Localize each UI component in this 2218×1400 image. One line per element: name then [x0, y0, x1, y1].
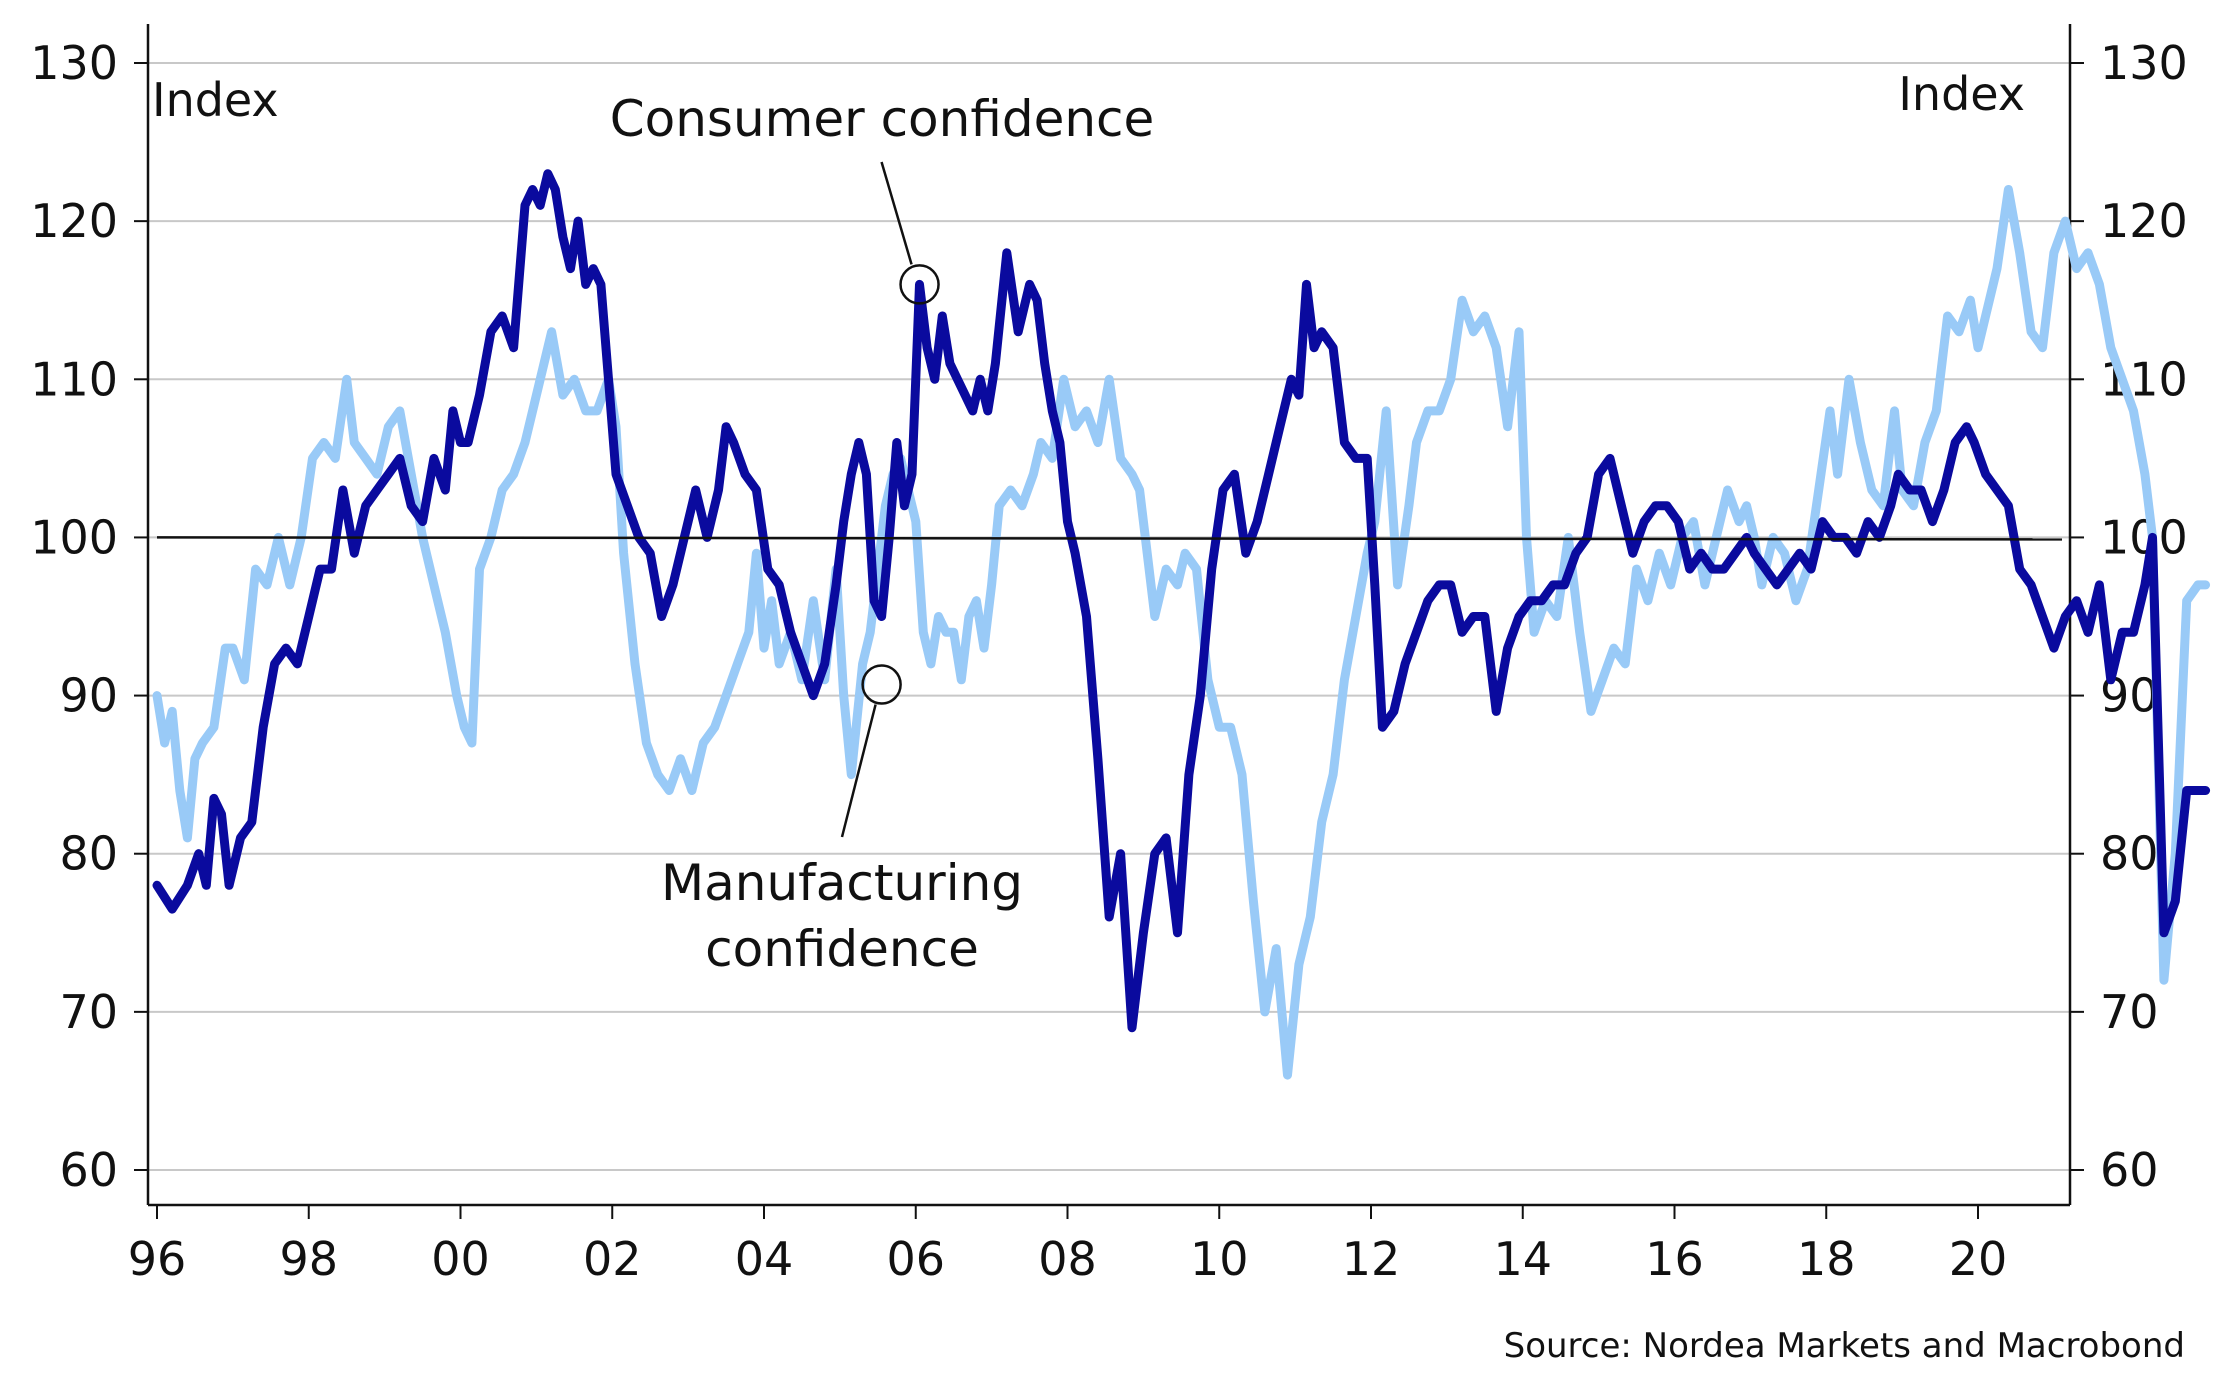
- consumer-confidence-label: Consumer confidence: [610, 90, 1155, 148]
- left-tick-label-80: 80: [59, 827, 118, 881]
- manufacturing-confidence-line: [152, 185, 2211, 1080]
- x-tick-label-00: 00: [431, 1232, 490, 1286]
- x-tick-label-04: 04: [735, 1232, 794, 1286]
- right-tick-label-80: 80: [2100, 827, 2159, 881]
- left-axis-unit-label: Index: [152, 73, 279, 127]
- right-tick-label-120: 120: [2100, 194, 2188, 248]
- left-tick-label-110: 110: [30, 352, 118, 406]
- x-tick-label-18: 18: [1797, 1232, 1856, 1286]
- x-tick-label-12: 12: [1342, 1232, 1401, 1286]
- series-layer: [152, 169, 2211, 1080]
- right-axis-unit-label: Index: [1898, 67, 2025, 121]
- x-tick-label-02: 02: [583, 1232, 642, 1286]
- consumer-confidence-line: [152, 169, 2211, 1033]
- consumer-confidence-leader: [880, 161, 913, 265]
- right-tick-label-60: 60: [2100, 1143, 2159, 1197]
- x-tick-label-20: 20: [1949, 1232, 2008, 1286]
- manufacturing-confidence-label-line1: Manufacturing: [661, 854, 1023, 912]
- x-tick-label-14: 14: [1493, 1232, 1552, 1286]
- x-tick-label-06: 06: [886, 1232, 945, 1286]
- reference-line-100: [156, 536, 2063, 541]
- left-tick-label-100: 100: [30, 510, 118, 564]
- right-tick-label-130: 130: [2100, 36, 2188, 90]
- x-tick-label-10: 10: [1190, 1232, 1249, 1286]
- gridlines: [148, 62, 2070, 1171]
- x-tick-label-98: 98: [279, 1232, 338, 1286]
- right-tick-label-100: 100: [2100, 510, 2188, 564]
- right-tick-label-70: 70: [2100, 985, 2159, 1039]
- left-tick-label-130: 130: [30, 36, 118, 90]
- x-tick-label-08: 08: [1038, 1232, 1097, 1286]
- consumer-confidence-marker: [899, 264, 940, 305]
- x-tick-label-16: 16: [1645, 1232, 1704, 1286]
- manufacturing-confidence-leader: [840, 704, 877, 838]
- annotations: Consumer confidence Manufacturing confiden…: [610, 90, 1155, 978]
- x-tick-label-96: 96: [128, 1232, 187, 1286]
- left-tick-label-70: 70: [59, 985, 118, 1039]
- manufacturing-confidence-label-line2: confidence: [705, 920, 979, 978]
- manufacturing-confidence-marker: [861, 664, 902, 705]
- source-note: Source: Nordea Markets and Macrobond: [1504, 1326, 2185, 1366]
- left-tick-label-120: 120: [30, 194, 118, 248]
- left-tick-label-60: 60: [59, 1143, 118, 1197]
- left-tick-label-90: 90: [59, 669, 118, 723]
